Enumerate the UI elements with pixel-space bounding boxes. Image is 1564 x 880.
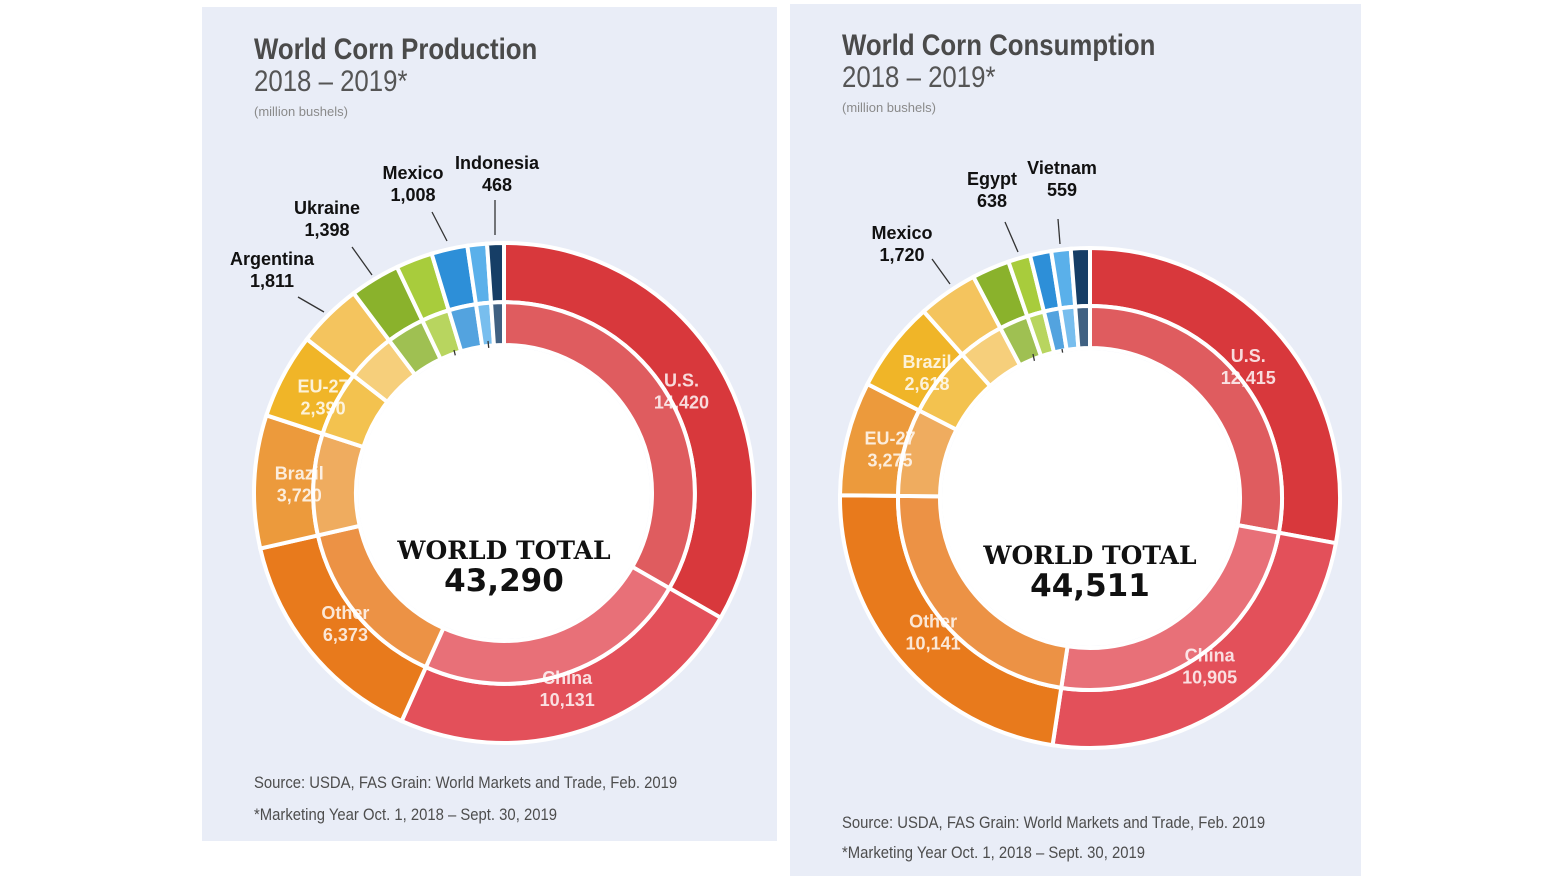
slice-label-argentina: Argentina 1,811: [230, 249, 315, 291]
slice-label-eu-27: EU-27 3,275: [864, 429, 915, 471]
slice-label-vietnam: Vietnam 559: [1027, 158, 1097, 200]
leader-line-argentina: [297, 296, 325, 313]
consumption-panel: World Corn Consumption 2018 – 2019* (mil…: [790, 4, 1361, 876]
source-note: Source: USDA, FAS Grain: World Markets a…: [254, 774, 678, 792]
donut-center: [358, 347, 650, 639]
slice-label-brazil: Brazil 3,720: [275, 464, 324, 506]
slice-canada: [465, 241, 497, 349]
slice-label-mexico: Mexico 1,008: [382, 163, 443, 205]
slice-label-mexico: Mexico 1,720: [871, 223, 932, 265]
slice-label-eu-27: EU-27 2,390: [298, 377, 349, 419]
consumption-donut-chart: U.S. 12,415 China 10,905 Other 10,141 EU-27 3,2…: [837, 158, 1342, 750]
slice-label-ukraine: Ukraine 1,398: [294, 198, 360, 240]
world-total-value: 44,511: [1030, 568, 1150, 604]
leader-line-ukraine: [351, 246, 373, 276]
leader-line-mexico: [931, 258, 951, 285]
leader-line-egypt: [1004, 221, 1019, 253]
slice-label-other: Other 10,141: [906, 611, 961, 653]
slice-mexico: [920, 274, 1023, 389]
chart-title: World Corn Production: [254, 33, 538, 66]
slice-label-egypt: Egypt 638: [967, 169, 1017, 211]
chart-units: (million bushels): [842, 100, 936, 115]
slice-label-u-s: U.S. 14,420: [654, 370, 709, 412]
chart-title: World Corn Consumption: [842, 29, 1156, 62]
chart-units: (million bushels): [254, 104, 348, 119]
chart-subtitle: 2018 – 2019*: [254, 65, 408, 98]
world-total-label: WORLD TOTAL: [396, 536, 611, 565]
donut-center: [942, 350, 1238, 646]
leader-line-mexico: [431, 211, 448, 242]
chart-subtitle: 2018 – 2019*: [842, 61, 996, 94]
source-note: Source: USDA, FAS Grain: World Markets a…: [842, 814, 1266, 832]
production-donut-chart: U.S. 14,420 China 10,131 Other 6,373 Brazil 3,7…: [230, 153, 756, 745]
slice-label-brazil: Brazil 2,618: [903, 352, 952, 394]
slice-indonesia: [484, 240, 506, 348]
slice-label-other: Other 6,373: [321, 603, 369, 645]
slice-label-china: China 10,905: [1182, 646, 1237, 688]
slice-label-indonesia: Indonesia 468: [455, 153, 540, 195]
production-panel: World Corn Production 2018 – 2019* (mill…: [202, 7, 777, 841]
slice-canada: [1068, 245, 1092, 351]
leader-line-vietnam: [1057, 218, 1061, 245]
world-total-label: WORLD TOTAL: [982, 541, 1197, 570]
slice-label-china: China 10,131: [540, 668, 595, 710]
footnote: *Marketing Year Oct. 1, 2018 – Sept. 30,…: [842, 844, 1145, 862]
footnote: *Marketing Year Oct. 1, 2018 – Sept. 30,…: [254, 806, 557, 824]
slice-label-u-s: U.S. 12,415: [1221, 346, 1276, 388]
world-total-value: 43,290: [444, 563, 564, 599]
